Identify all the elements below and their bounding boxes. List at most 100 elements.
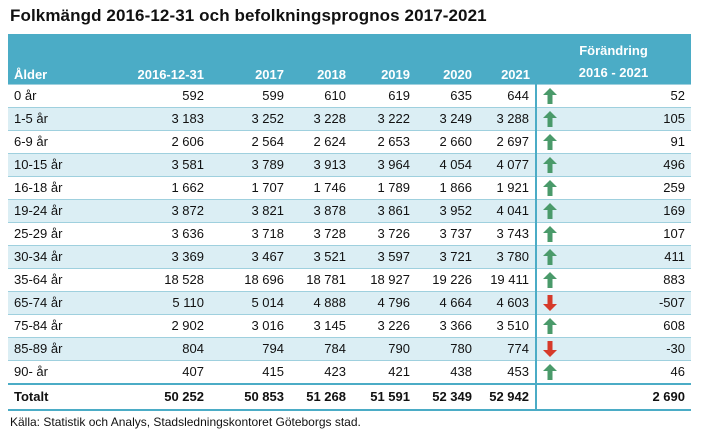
age-group-label: 90- år [8, 359, 94, 384]
arrow-down-icon [542, 294, 557, 311]
header-change: Förändring 2016 - 2021 [536, 34, 691, 84]
change-value: 107 [562, 221, 691, 245]
trend-cell [535, 244, 562, 268]
trend-cell [535, 313, 562, 337]
trend-cell [535, 290, 562, 314]
population-cell: 3 510 [478, 313, 536, 337]
table-title: Folkmängd 2016-12-31 och befolkningsprog… [10, 6, 487, 25]
population-cell: 599 [210, 83, 290, 107]
population-cell: 619 [352, 83, 416, 107]
table-row: 65-74 år 5 110 5 014 4 888 4 796 4 664 4 603 -5… [8, 290, 691, 314]
population-cell: 438 [416, 359, 478, 384]
age-group-label: 85-89 år [8, 336, 94, 360]
table-row: 35-64 år 18 528 18 696 18 781 18 927 19 226 19… [8, 267, 691, 291]
age-group-label: 6-9 år [8, 129, 94, 153]
population-cell: 3 718 [210, 221, 290, 245]
population-cell: 4 796 [352, 290, 416, 314]
population-cell: 3 789 [210, 152, 290, 176]
trend-cell [535, 221, 562, 245]
population-cell: 3 366 [416, 313, 478, 337]
table-row: 25-29 år 3 636 3 718 3 728 3 726 3 737 3 743 10… [8, 221, 691, 245]
change-value: 496 [562, 152, 691, 176]
population-cell: 3 721 [416, 244, 478, 268]
population-cell: 1 707 [210, 175, 290, 199]
population-cell: 4 054 [416, 152, 478, 176]
age-group-label: 19-24 år [8, 198, 94, 222]
population-cell: 415 [210, 359, 290, 384]
total-change: 2 690 [562, 382, 691, 411]
change-value: 883 [562, 267, 691, 291]
population-cell: 2 564 [210, 129, 290, 153]
change-value: -30 [562, 336, 691, 360]
population-cell: 3 861 [352, 198, 416, 222]
population-cell: 3 737 [416, 221, 478, 245]
age-group-label: 0 år [8, 83, 94, 107]
population-cell: 453 [478, 359, 536, 384]
arrow-up-icon [542, 133, 557, 150]
header-2018: 2018 [290, 34, 352, 84]
trend-cell [535, 267, 562, 291]
header-2019: 2019 [352, 34, 416, 84]
population-cell: 3 581 [94, 152, 210, 176]
population-cell: 2 624 [290, 129, 352, 153]
population-cell: 3 726 [352, 221, 416, 245]
table-row: 16-18 år 1 662 1 707 1 746 1 789 1 866 1 921 25… [8, 175, 691, 199]
population-cell: 18 781 [290, 267, 352, 291]
population-cell: 3 222 [352, 106, 416, 130]
header-change-line1: Förändring [579, 42, 648, 58]
change-value: 608 [562, 313, 691, 337]
trend-cell [535, 198, 562, 222]
total-row: Totalt 50 252 50 853 51 268 51 591 52 34… [8, 382, 691, 411]
change-value: 411 [562, 244, 691, 268]
population-cell: 2 660 [416, 129, 478, 153]
population-cell: 3 728 [290, 221, 352, 245]
age-group-label: 30-34 år [8, 244, 94, 268]
population-cell: 3 369 [94, 244, 210, 268]
change-value: 169 [562, 198, 691, 222]
population-cell: 1 789 [352, 175, 416, 199]
population-cell: 3 597 [352, 244, 416, 268]
population-cell: 3 780 [478, 244, 536, 268]
trend-cell [535, 106, 562, 130]
arrow-down-icon [542, 340, 557, 357]
population-cell: 3 226 [352, 313, 416, 337]
population-cell: 421 [352, 359, 416, 384]
population-cell: 3 872 [94, 198, 210, 222]
total-cell: 52 349 [416, 382, 478, 411]
population-cell: 423 [290, 359, 352, 384]
source-note: Källa: Statistik och Analys, Stadslednin… [10, 415, 361, 429]
total-cell: 51 268 [290, 382, 352, 411]
header-change-line2: 2016 - 2021 [578, 64, 649, 80]
table-row: 75-84 år 2 902 3 016 3 145 3 226 3 366 3 510 60… [8, 313, 691, 337]
population-cell: 4 077 [478, 152, 536, 176]
trend-cell [535, 175, 562, 199]
arrow-up-icon [542, 271, 557, 288]
population-cell: 784 [290, 336, 352, 360]
trend-cell [535, 83, 562, 107]
population-cell: 592 [94, 83, 210, 107]
population-cell: 2 606 [94, 129, 210, 153]
age-group-label: 25-29 år [8, 221, 94, 245]
population-cell: 4 603 [478, 290, 536, 314]
population-cell: 3 252 [210, 106, 290, 130]
total-label: Totalt [8, 382, 94, 411]
arrow-up-icon [542, 363, 557, 380]
population-cell: 635 [416, 83, 478, 107]
arrow-up-icon [542, 179, 557, 196]
table-row: 6-9 år 2 606 2 564 2 624 2 653 2 660 2 697 91 [8, 129, 691, 153]
population-cell: 18 528 [94, 267, 210, 291]
population-cell: 3 249 [416, 106, 478, 130]
header-2016-12-31: 2016-12-31 [94, 34, 210, 84]
trend-cell [535, 336, 562, 360]
population-cell: 3 636 [94, 221, 210, 245]
population-cell: 4 041 [478, 198, 536, 222]
population-cell: 19 411 [478, 267, 536, 291]
table-row: 0 år 592 599 610 619 635 644 52 [8, 83, 691, 107]
arrow-up-icon [542, 110, 557, 127]
population-cell: 3 878 [290, 198, 352, 222]
total-cell: 50 853 [210, 382, 290, 411]
total-cell: 51 591 [352, 382, 416, 411]
population-cell: 3 821 [210, 198, 290, 222]
population-cell: 1 921 [478, 175, 536, 199]
total-arrow-spacer [535, 382, 562, 411]
